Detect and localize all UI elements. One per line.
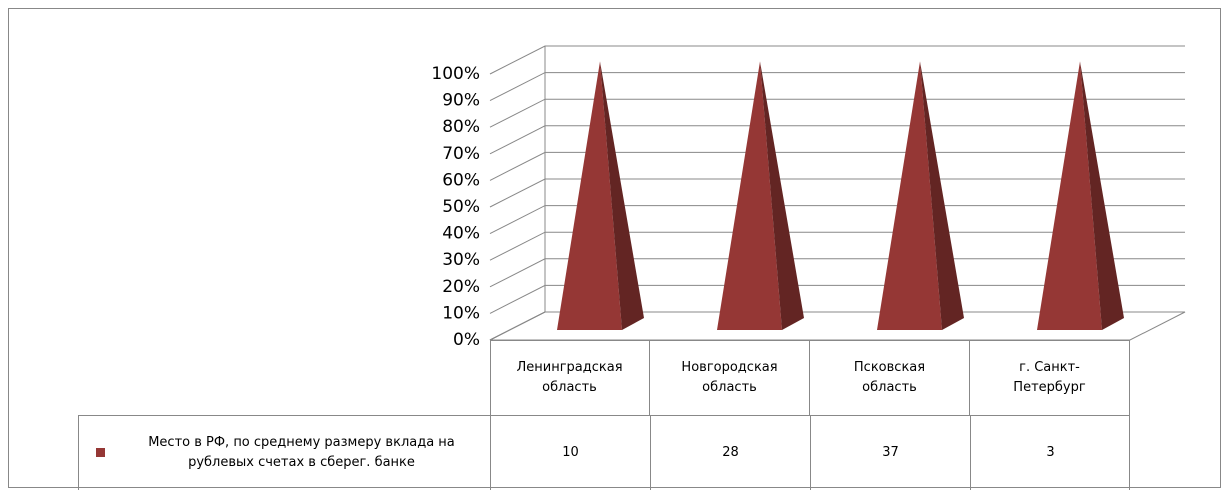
grid-line <box>489 205 1185 235</box>
pyramid-front <box>877 61 942 331</box>
table-value: 37 <box>810 415 970 490</box>
y-tick-label: 30% <box>442 250 480 270</box>
category-label: Новгородская область <box>650 340 810 415</box>
legend-label: Место в РФ, по среднему размеру вклада н… <box>148 434 455 470</box>
y-tick-label: 20% <box>442 277 480 297</box>
y-tick-label: 70% <box>442 144 480 164</box>
pyramid-front <box>717 61 782 331</box>
grid-line <box>489 284 1185 314</box>
y-tick-label: 90% <box>442 91 480 111</box>
pyramid <box>1037 61 1124 331</box>
pyramid <box>557 61 644 331</box>
pyramid-side <box>600 61 644 331</box>
table-value: 3 <box>970 415 1130 490</box>
legend-key <box>96 448 105 457</box>
grid-line <box>489 178 1185 208</box>
y-tick-label: 0% <box>453 330 480 350</box>
grid-line <box>489 258 1185 288</box>
pyramid-side <box>760 61 804 331</box>
y-tick-label: 100% <box>431 64 480 84</box>
y-tick-label: 60% <box>442 170 480 190</box>
pyramid <box>877 61 964 331</box>
legend-cell: Место в РФ, по среднему размеру вклада н… <box>78 415 490 490</box>
pyramid-front <box>1037 61 1102 331</box>
y-tick-label: 10% <box>442 303 480 323</box>
pyramid-side <box>1080 61 1124 331</box>
y-tick-label: 40% <box>442 224 480 244</box>
grid-line <box>489 231 1185 261</box>
y-tick-label: 80% <box>442 117 480 137</box>
category-label: г. Санкт-Петербург <box>970 340 1130 415</box>
category-label: Ленинградская область <box>490 340 650 415</box>
table-border <box>78 415 1130 490</box>
category-label: Псковская область <box>810 340 970 415</box>
table-value: 10 <box>490 415 650 490</box>
chart-frame <box>8 8 1221 488</box>
grid-line <box>489 98 1185 128</box>
pyramid-front <box>557 61 622 331</box>
y-tick-label: 50% <box>442 197 480 217</box>
grid-line <box>489 45 1185 75</box>
table-value: 28 <box>650 415 810 490</box>
grid-line <box>489 151 1185 181</box>
grid-line <box>489 72 1185 102</box>
grid-line <box>489 125 1185 155</box>
pyramid <box>717 61 804 331</box>
pyramid-side <box>920 61 964 331</box>
grid-line <box>489 311 1185 341</box>
